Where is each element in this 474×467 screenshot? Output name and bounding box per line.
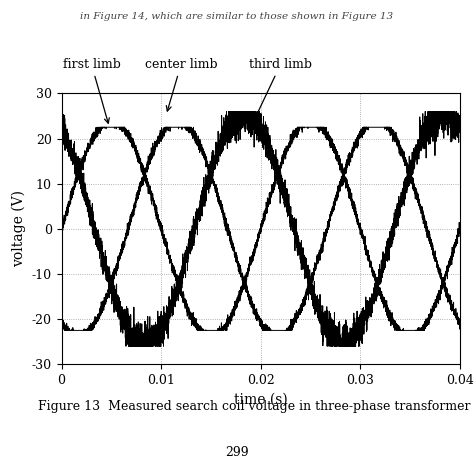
Text: third limb: third limb	[249, 58, 312, 123]
X-axis label: time (s): time (s)	[234, 393, 288, 407]
Text: 299: 299	[225, 446, 249, 460]
Text: first limb: first limb	[63, 58, 120, 123]
Text: Figure 13  Measured search coil voltage in three-phase transformer: Figure 13 Measured search coil voltage i…	[38, 400, 470, 413]
Text: in Figure 14, which are similar to those shown in Figure 13: in Figure 14, which are similar to those…	[81, 12, 393, 21]
Y-axis label: voltage (V): voltage (V)	[12, 191, 26, 267]
Text: center limb: center limb	[145, 58, 218, 111]
